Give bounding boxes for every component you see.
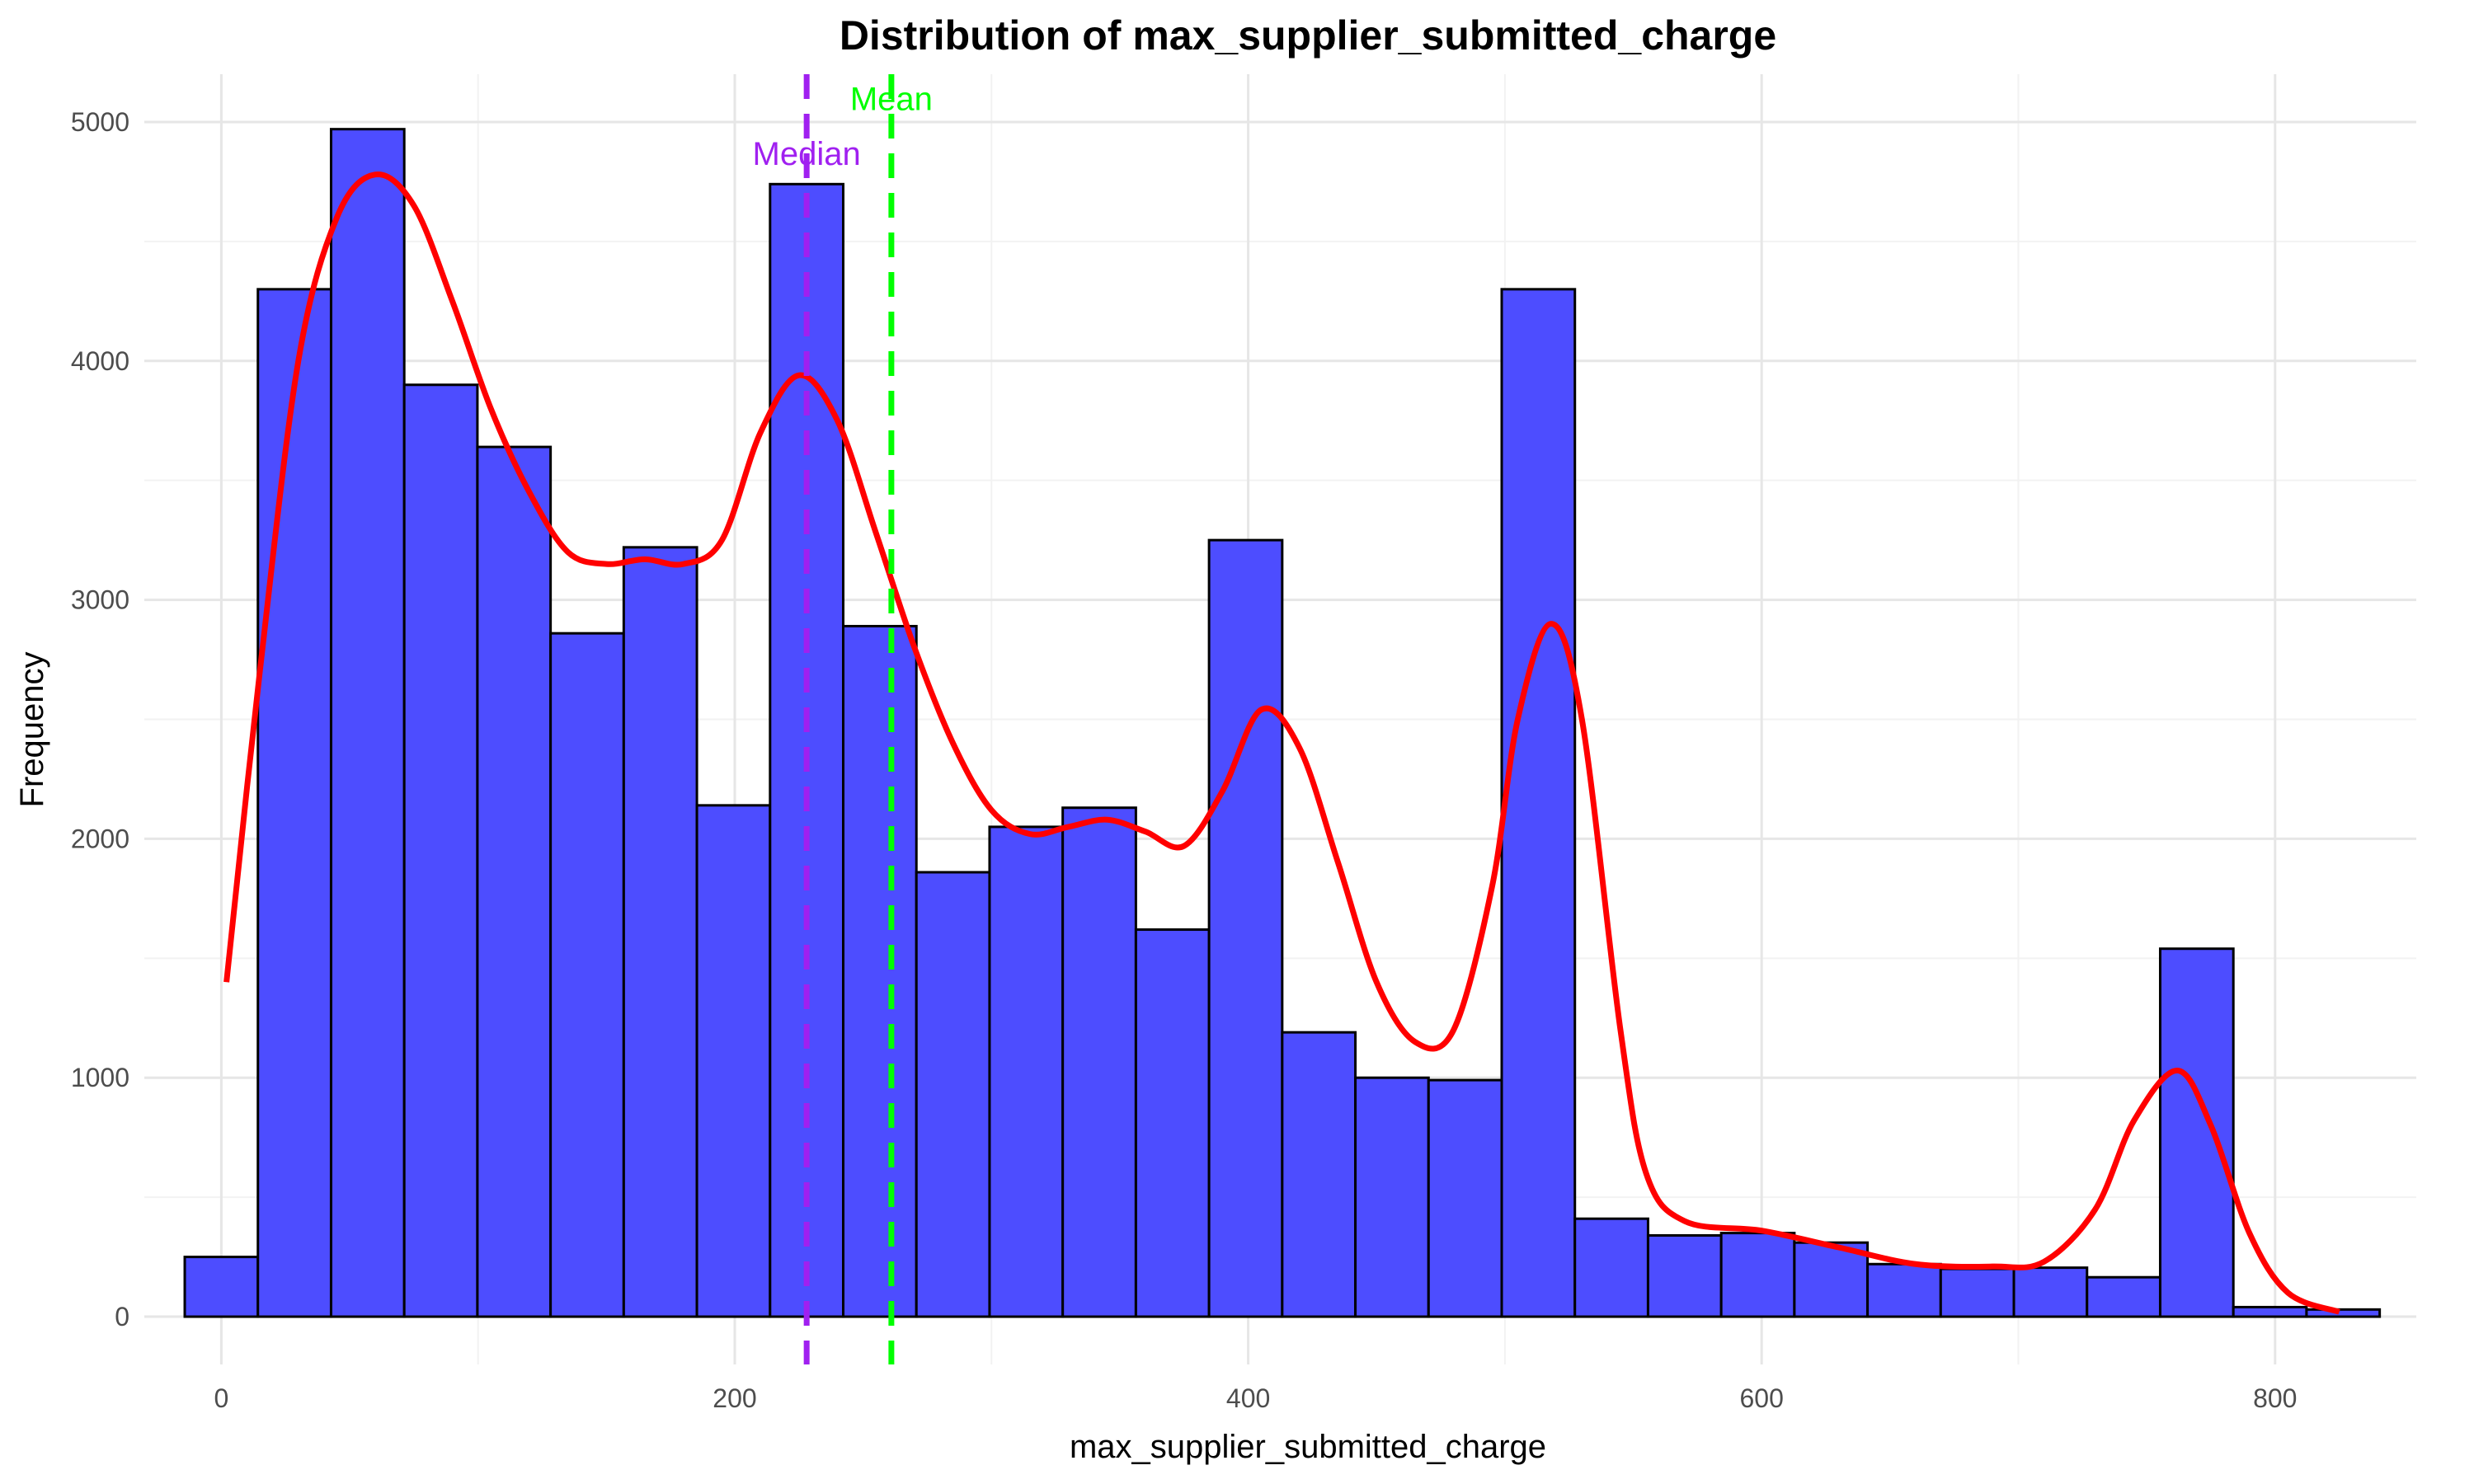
histogram-bar bbox=[2012, 1266, 2089, 1318]
histogram-bar bbox=[1134, 928, 1211, 1318]
median-label: Median bbox=[753, 136, 861, 172]
density-curve bbox=[223, 171, 2340, 1315]
reference-lines: Median Mean bbox=[753, 74, 933, 1364]
x-tick-labels: 0 200 400 600 800 bbox=[214, 1383, 2297, 1413]
histogram-bar bbox=[1719, 1232, 1796, 1318]
histogram-bar bbox=[1061, 806, 1137, 1318]
histogram-bar bbox=[842, 624, 918, 1318]
density-curve-group bbox=[223, 171, 2340, 1315]
histogram-bar bbox=[402, 383, 479, 1318]
histogram-bar bbox=[622, 546, 698, 1318]
y-tick-labels: 0 1000 2000 3000 4000 5000 bbox=[71, 107, 129, 1331]
histogram-bar bbox=[256, 288, 332, 1318]
histogram-bar bbox=[549, 632, 625, 1318]
y-tick-label: 2000 bbox=[71, 824, 129, 853]
histogram-bar bbox=[915, 871, 991, 1318]
chart-title: Distribution of max_supplier_submitted_c… bbox=[840, 12, 1776, 59]
histogram-bar bbox=[2086, 1275, 2161, 1318]
histogram-bars bbox=[183, 128, 2382, 1318]
histogram-bar bbox=[1646, 1234, 1723, 1318]
y-tick-label: 5000 bbox=[71, 107, 129, 137]
histogram-bar bbox=[695, 804, 772, 1318]
x-tick-label: 0 bbox=[214, 1383, 228, 1413]
y-tick-label: 1000 bbox=[71, 1063, 129, 1092]
x-tick-label: 400 bbox=[1226, 1383, 1270, 1413]
histogram-bar bbox=[476, 445, 553, 1318]
histogram-bar bbox=[1354, 1076, 1430, 1318]
histogram-bar bbox=[1500, 288, 1577, 1318]
histogram-bar bbox=[1207, 538, 1284, 1318]
x-tick-label: 800 bbox=[2253, 1383, 2297, 1413]
histogram-bar bbox=[329, 128, 406, 1318]
histogram-bar bbox=[183, 1256, 260, 1318]
histogram-bar bbox=[1793, 1241, 1870, 1318]
histogram-bar bbox=[2158, 947, 2235, 1318]
x-tick-label: 200 bbox=[713, 1383, 756, 1413]
histogram-bar bbox=[1427, 1078, 1503, 1318]
histogram-bar bbox=[988, 825, 1065, 1318]
histogram-bar bbox=[2305, 1308, 2382, 1318]
y-axis-title: Frequency bbox=[14, 652, 50, 808]
x-tick-label: 600 bbox=[1739, 1383, 1783, 1413]
y-tick-label: 4000 bbox=[71, 346, 129, 376]
y-tick-label: 0 bbox=[115, 1302, 129, 1331]
histogram-bar bbox=[2232, 1305, 2308, 1318]
histogram-bar bbox=[1939, 1267, 2015, 1318]
x-axis-title: max_supplier_submitted_charge bbox=[1070, 1429, 1546, 1465]
histogram-bar bbox=[1866, 1262, 1942, 1318]
histogram-bar bbox=[1573, 1217, 1649, 1318]
histogram-bar bbox=[1281, 1031, 1357, 1318]
mean-label: Mean bbox=[850, 81, 933, 117]
y-tick-label: 3000 bbox=[71, 585, 129, 615]
